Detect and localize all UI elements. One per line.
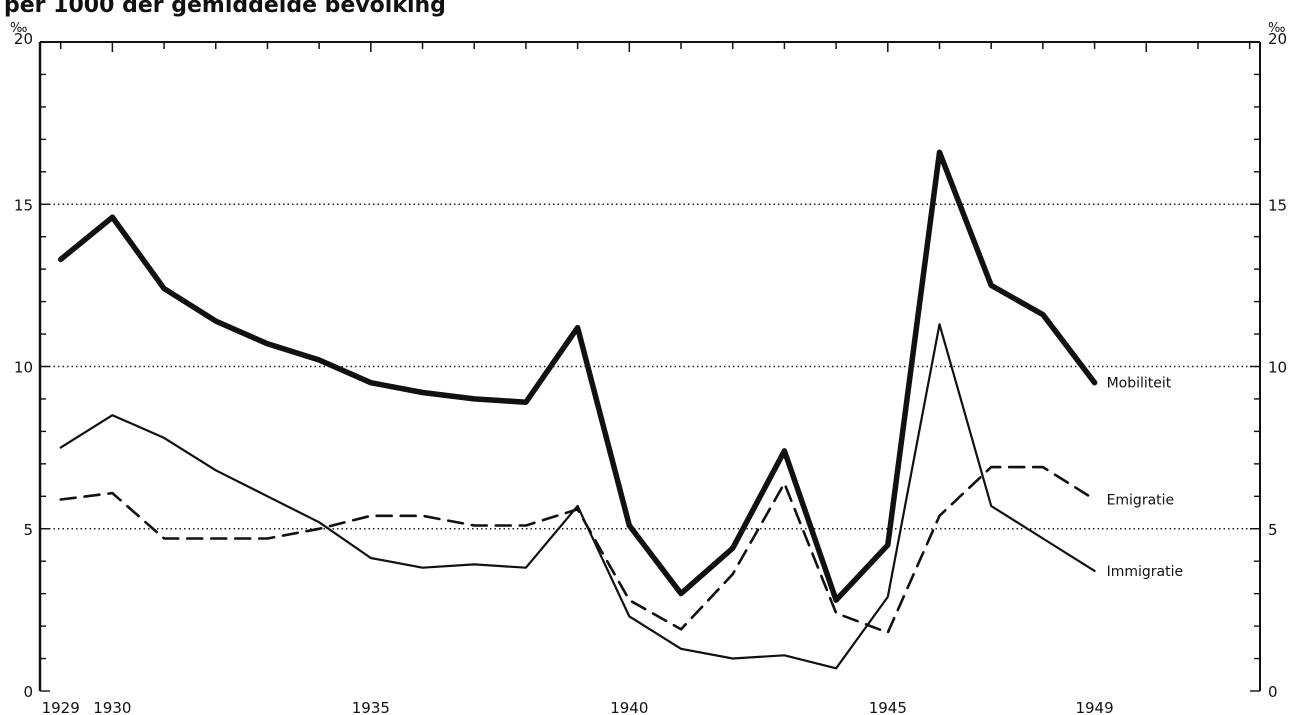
y-tick-label-left: 15 [14,196,33,214]
chart-title: per 1000 der gemiddelde bevolking [4,0,446,18]
y-tick-label-right: 0 [1268,683,1278,701]
series-labels: Mobiliteit Emigratie Immigratie [1107,376,1184,580]
y-axis-unit-right: ‰ [1268,21,1285,36]
series-label-mobiliteit: Mobiliteit [1107,376,1172,392]
axis-ticks: 0 0 5 5 10 10 15 15 20 20 1929 1930 1935 1940 1945 1949 [14,30,1287,715]
series-label-immigratie: Immigratie [1107,564,1184,580]
y-tick-label-right: 20 [1268,30,1287,48]
x-tick-label: 1930 [93,699,131,715]
x-tick-label: 1945 [869,699,907,715]
y-tick-label-left: 5 [23,521,33,539]
series-line-emigratie [59,465,1096,634]
x-tick-label: 1929 [42,699,80,715]
x-tick-label: 1935 [352,699,390,715]
plot-frame [38,41,1261,691]
series-layer [57,149,1098,670]
y-tick-label-right: 10 [1268,359,1287,377]
y-tick-label-left: 0 [23,683,33,701]
y-tick-label-left: 20 [14,30,33,48]
y-tick-label-right: 15 [1268,196,1287,214]
series-line-immigratie [59,323,1096,670]
series-line-mobiliteit [57,149,1098,603]
y-tick-label-left: 10 [14,359,33,377]
y-axis-unit-left: ‰ [10,21,27,36]
x-tick-label: 1940 [610,699,648,715]
gridlines [40,203,1260,530]
x-tick-label: 1949 [1075,699,1113,715]
y-tick-label-right: 5 [1268,521,1278,539]
series-label-emigratie: Emigratie [1107,493,1175,509]
